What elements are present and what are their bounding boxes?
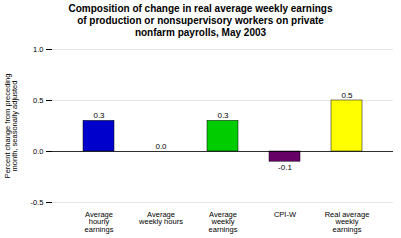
html-text:Composition of change in real: Composition of change in real average we… (68, 3, 333, 38)
svg-text:CPI-W: CPI-W (274, 210, 297, 219)
svg-text:-0.5: -0.5 (31, 198, 44, 207)
svg-text:Percent change from precedingm: Percent change from precedingmonth, seas… (3, 74, 19, 179)
svg-text:0.5: 0.5 (33, 96, 43, 105)
svg-text:Averageweeklyearnings: Averageweeklyearnings (209, 210, 238, 234)
svg-text:0.3: 0.3 (93, 111, 105, 120)
svg-text:0.0: 0.0 (33, 147, 43, 156)
svg-text:Averageweekly hours: Averageweekly hours (138, 210, 183, 227)
svg-text:1.0: 1.0 (33, 45, 43, 54)
svg-text:-0.1: -0.1 (278, 163, 292, 172)
svg-text:Real averageweeklyearnings: Real averageweeklyearnings (325, 210, 370, 234)
svg-text:0.5: 0.5 (341, 91, 353, 100)
svg-text:Averagehourlyearnings: Averagehourlyearnings (85, 210, 114, 234)
svg-text:0.3: 0.3 (217, 111, 229, 120)
svg-text:0.0: 0.0 (155, 142, 167, 151)
